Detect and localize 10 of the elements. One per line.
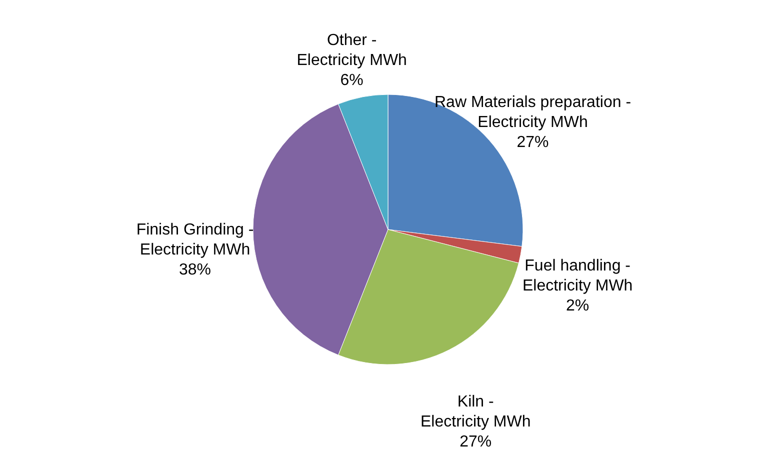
slice-label: Finish Grinding - Electricity MWh [136, 222, 254, 258]
data-label: 38% [178, 262, 212, 278]
slice-label: Fuel handling - Electricity MWh [522, 258, 633, 295]
data-label: 27% [516, 134, 549, 151]
data-label: 2% [566, 298, 590, 315]
slice-label: Raw Materials preparation - Electricity MWh [434, 94, 632, 131]
data-label: 27% [460, 433, 492, 450]
slice-label: Kiln - Electricity MWh [420, 393, 531, 430]
slice-label: Other - Electricity MWh [296, 32, 407, 69]
data-label: 6% [340, 72, 364, 89]
